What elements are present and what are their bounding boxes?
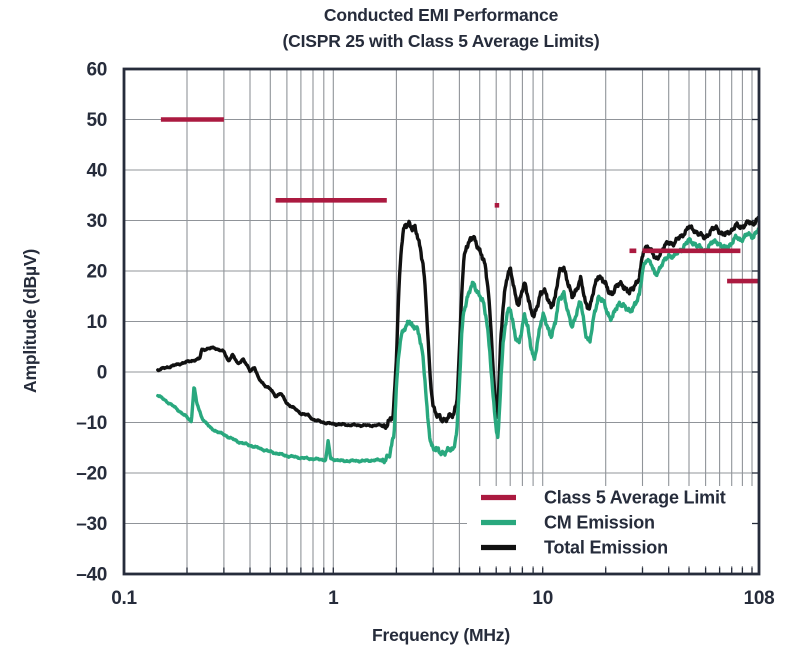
legend-label: Class 5 Average Limit bbox=[544, 488, 726, 508]
legend-label: Total Emission bbox=[544, 538, 668, 558]
chart-title: Conducted EMI Performance bbox=[324, 5, 559, 25]
y-tick-label: 60 bbox=[86, 60, 107, 81]
y-tick-label: 50 bbox=[86, 110, 107, 131]
y-tick-label: 20 bbox=[86, 262, 107, 283]
y-tick-label: –40 bbox=[76, 565, 107, 586]
y-tick-label: –10 bbox=[76, 413, 107, 434]
x-tick-label: 10 bbox=[532, 588, 553, 609]
chart-subtitle: (CISPR 25 with Class 5 Average Limits) bbox=[283, 31, 600, 51]
y-tick-label: 0 bbox=[97, 363, 107, 384]
y-tick-label: –30 bbox=[76, 514, 107, 535]
x-tick-label: 108 bbox=[744, 588, 775, 609]
cm-emission-curve bbox=[156, 226, 759, 465]
x-axis-label: Frequency (MHz) bbox=[372, 625, 510, 645]
chart-render-root: Class 5 Average Limit CM Emission Total Em… bbox=[76, 60, 775, 610]
y-axis-label: Amplitude (dBµV) bbox=[20, 249, 40, 393]
legend-label: CM Emission bbox=[544, 513, 655, 533]
y-tick-label: 10 bbox=[86, 312, 107, 333]
x-tick-label: 1 bbox=[328, 588, 339, 609]
x-tick-label: 0.1 bbox=[111, 588, 137, 609]
y-tick-label: 40 bbox=[86, 161, 107, 182]
y-tick-label: –20 bbox=[76, 464, 107, 485]
plot-border bbox=[122, 67, 761, 576]
y-tick-label: 30 bbox=[86, 211, 107, 232]
